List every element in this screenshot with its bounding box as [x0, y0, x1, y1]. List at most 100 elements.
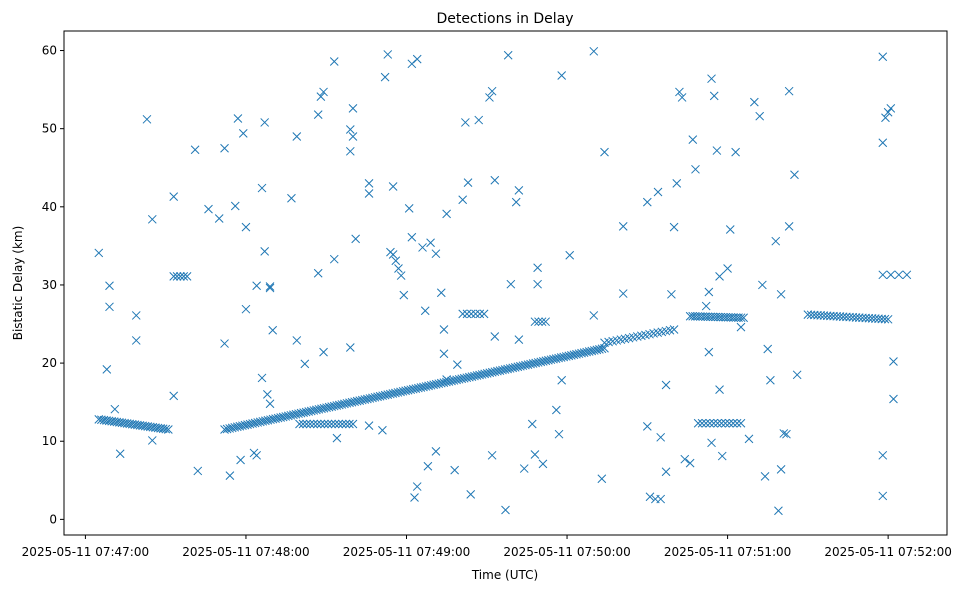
- data-point: [744, 434, 754, 444]
- data-point: [420, 306, 430, 316]
- y-tick-label: 10: [42, 434, 57, 448]
- data-point-target-track-main: [413, 383, 423, 393]
- data-point: [784, 86, 794, 96]
- data-point: [204, 204, 213, 214]
- data-point: [506, 279, 516, 289]
- data-point: [701, 301, 711, 311]
- data-point-cluster-31km-late: [878, 270, 888, 280]
- data-point-cluster-12km-a: [320, 419, 329, 429]
- data-point-target-track-main: [475, 370, 484, 380]
- data-point: [466, 490, 476, 499]
- data-point: [487, 86, 497, 96]
- data-point-target-track-main: [243, 420, 252, 429]
- data-point-target-track-main: [253, 418, 263, 427]
- data-point-target-track-main: [238, 421, 247, 431]
- data-point-target-track-late-a: [736, 313, 746, 323]
- data-point-target-track-late-b: [848, 312, 858, 322]
- y-axis-label: Bistatic Delay (km): [11, 226, 25, 341]
- data-point-target-track-main: [240, 420, 250, 430]
- data-point-target-track-main: [299, 408, 308, 417]
- data-point: [723, 264, 732, 273]
- data-point-target-track-main: [559, 352, 569, 362]
- data-point: [749, 97, 759, 107]
- data-point: [332, 433, 342, 443]
- data-point-target-track-main: [503, 364, 512, 374]
- data-point: [257, 183, 267, 193]
- data-point: [292, 336, 302, 345]
- data-point-target-track-main: [477, 370, 487, 379]
- data-point-target-track-main: [355, 396, 365, 405]
- data-point: [589, 46, 599, 56]
- data-point-target-track-main: [589, 346, 599, 355]
- data-point: [527, 419, 537, 429]
- data-point: [519, 464, 529, 473]
- data-point: [265, 399, 275, 409]
- data-point-target-track-main: [225, 424, 235, 433]
- data-point-target-track-main: [273, 413, 283, 423]
- data-point-target-track-main: [309, 406, 319, 415]
- data-point-cluster-25km: [530, 317, 540, 327]
- data-point-target-track-main: [449, 376, 459, 385]
- data-point-target-track-main: [434, 379, 444, 389]
- data-point: [474, 115, 484, 125]
- data-point-target-track-main: [352, 396, 362, 406]
- data-point: [514, 186, 524, 195]
- data-point: [329, 254, 339, 264]
- data-point-target-track-late-b: [838, 312, 848, 322]
- data-point: [418, 243, 427, 252]
- data-point: [380, 72, 390, 82]
- data-point: [268, 325, 278, 335]
- data-point-target-track-main: [380, 390, 390, 400]
- data-point: [404, 204, 414, 213]
- data-point: [348, 132, 358, 141]
- data-point: [501, 505, 510, 515]
- data-point-target-track-main: [311, 405, 321, 415]
- data-point: [442, 209, 451, 219]
- data-point-cluster-12km-b: [693, 418, 703, 428]
- data-point-target-track-main: [365, 394, 375, 403]
- data-point-target-track-main: [260, 416, 270, 426]
- data-point-target-track-main: [385, 389, 395, 399]
- data-point: [712, 146, 722, 155]
- data-point-target-track-main: [551, 354, 561, 363]
- data-point-cluster-31km: [182, 272, 192, 281]
- data-point-target-track-main: [391, 388, 400, 398]
- data-point: [538, 459, 548, 469]
- data-point: [407, 232, 417, 242]
- data-point: [776, 465, 786, 474]
- data-point-target-track-main: [416, 383, 426, 392]
- data-point: [287, 193, 296, 203]
- data-point: [878, 491, 888, 501]
- data-point: [656, 432, 666, 442]
- data-point-cluster-12km-a: [337, 419, 347, 429]
- data-point-cluster-25km: [534, 317, 543, 327]
- data-point-target-track-main: [510, 362, 520, 372]
- data-point-target-track-main: [294, 409, 303, 419]
- data-point-target-track-main: [362, 394, 372, 404]
- data-point-target-track-main: [373, 392, 382, 402]
- data-point-cluster-26km: [475, 309, 485, 319]
- data-point-target-track-main: [388, 389, 398, 398]
- data-point: [142, 114, 152, 124]
- data-point-cluster-12km-a: [348, 419, 358, 429]
- data-point: [725, 225, 735, 234]
- data-point: [257, 373, 267, 383]
- data-point-target-track-main: [500, 365, 510, 374]
- data-point: [252, 281, 262, 291]
- data-point: [383, 50, 393, 59]
- data-point: [514, 335, 524, 345]
- data-point-target-track-main: [396, 387, 405, 397]
- data-point: [233, 114, 243, 123]
- x-tick-label: 2025-05-11 07:48:00: [182, 545, 309, 559]
- data-point-target-track-main: [495, 366, 505, 375]
- data-point-target-track-main: [227, 423, 237, 433]
- data-point-target-track-main: [306, 406, 316, 416]
- data-point: [656, 494, 666, 504]
- data-point-target-track-main: [289, 410, 298, 420]
- data-point-cluster-12km-a: [345, 419, 354, 429]
- data-point-target-track-main: [360, 395, 370, 404]
- data-point-target-track-main: [533, 358, 543, 367]
- x-axis-ticks: 2025-05-11 07:47:00 2025-05-11 07:48:00 20…: [22, 535, 952, 559]
- data-point-target-track-main: [340, 399, 349, 409]
- data-point-target-track-main: [546, 355, 556, 365]
